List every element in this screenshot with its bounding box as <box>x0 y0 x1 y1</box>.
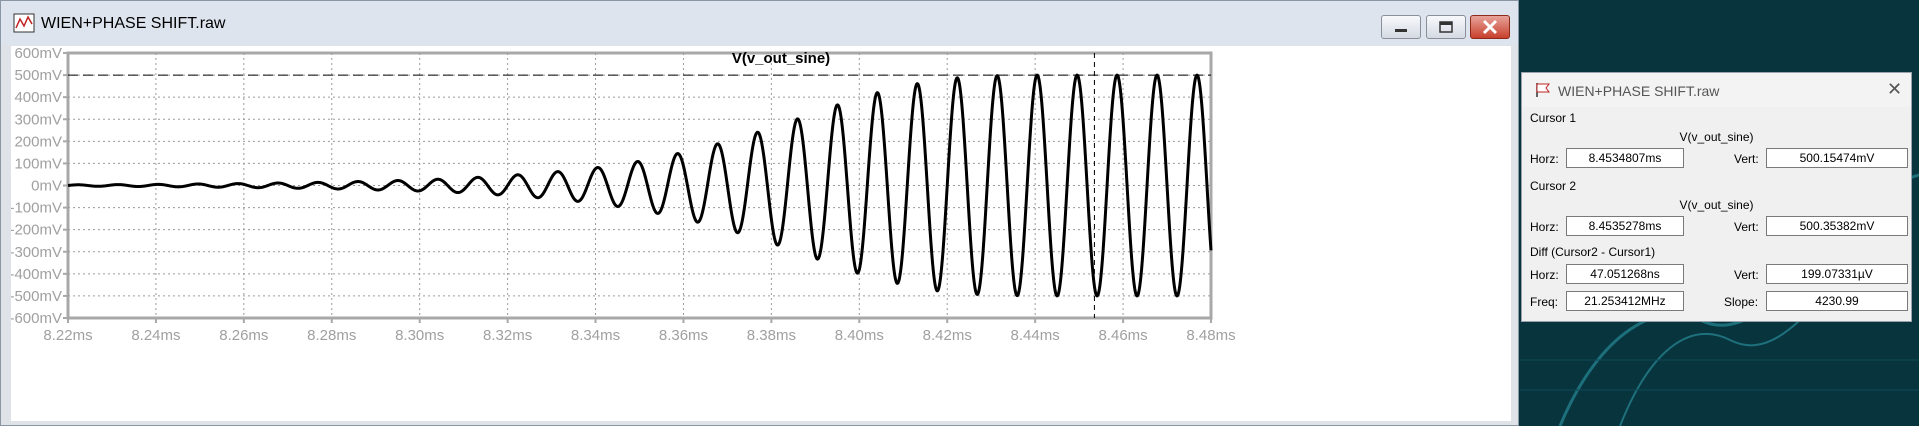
cursor2-horz-label: Horz: <box>1530 220 1559 234</box>
cursor2-heading: Cursor 2 <box>1530 179 1577 193</box>
cursor1-vert-label: Vert: <box>1734 152 1759 166</box>
x-tick-label: 8.28ms <box>307 327 356 344</box>
diff-freq-label: Freq: <box>1530 295 1559 309</box>
diff-horz-label: Horz: <box>1530 268 1559 282</box>
trace-label[interactable]: V(v_out_sine) <box>732 50 830 67</box>
plot-area[interactable]: 8.22ms 8.24ms 8.26ms 8.28ms 8.30ms 8.32ms 8.34… <box>11 46 1511 421</box>
waveform-icon <box>13 13 35 33</box>
y-tick-label: -400mV <box>11 266 62 283</box>
diff-freq-field[interactable]: 21.253412MHz <box>1566 291 1684 311</box>
close-icon <box>1482 19 1498 35</box>
close-icon[interactable]: ✕ <box>1887 79 1903 99</box>
cursor1-trace: V(v_out_sine) <box>1679 130 1754 144</box>
trace-line <box>66 73 1213 298</box>
cursor2-vert-label: Vert: <box>1734 220 1759 234</box>
y-tick-label: 0mV <box>31 178 62 195</box>
y-tick-label: 300mV <box>14 111 62 128</box>
diff-slope-field[interactable]: 4230.99 <box>1766 291 1908 311</box>
maximize-button[interactable] <box>1426 15 1466 39</box>
y-tick-label: 600mV <box>14 46 62 62</box>
cursor2-vert-field[interactable]: 500.35382mV <box>1766 216 1908 236</box>
x-tick-label: 8.38ms <box>747 327 796 344</box>
y-tick-label: 400mV <box>14 89 62 106</box>
waveform-chart[interactable]: 8.22ms 8.24ms 8.26ms 8.28ms 8.30ms 8.32ms 8.34… <box>11 46 1511 421</box>
diff-horz-field[interactable]: 47.051268ns <box>1566 264 1684 284</box>
x-tick-label: 8.34ms <box>571 327 620 344</box>
cursor-dialog: WIEN+PHASE SHIFT.raw ✕ Cursor 1 V(v_out_… <box>1521 72 1912 322</box>
y-tick-label: -600mV <box>11 310 62 327</box>
diff-slope-label: Slope: <box>1724 295 1759 309</box>
y-tick-label: -500mV <box>11 288 62 305</box>
x-tick-label: 8.36ms <box>659 327 708 344</box>
window-title: WIEN+PHASE SHIFT.raw <box>41 15 226 32</box>
flag-icon <box>1536 83 1550 97</box>
cursor1-vert-field[interactable]: 500.15474mV <box>1766 148 1908 168</box>
x-tick-label: 8.44ms <box>1011 327 1060 344</box>
cursor-dialog-title: WIEN+PHASE SHIFT.raw <box>1558 83 1720 99</box>
close-button[interactable] <box>1470 15 1510 39</box>
y-tick-label: 500mV <box>14 67 62 84</box>
x-tick-label: 8.46ms <box>1098 327 1147 344</box>
y-tick-label: 100mV <box>14 155 62 172</box>
x-tick-label: 8.24ms <box>131 327 180 344</box>
y-tick-label: -100mV <box>11 200 62 217</box>
diff-vert-label: Vert: <box>1734 268 1759 282</box>
cursor1-horz-label: Horz: <box>1530 152 1559 166</box>
plot-window: WIEN+PHASE SHIFT.raw 8.22ms 8.24ms 8.26ms 8… <box>0 0 1519 426</box>
x-tick-label: 8.30ms <box>395 327 444 344</box>
minimize-button[interactable] <box>1381 15 1421 39</box>
x-tick-label: 8.26ms <box>219 327 268 344</box>
y-tick-label: -300mV <box>11 244 62 261</box>
diff-vert-field[interactable]: 199.07331µV <box>1766 264 1908 284</box>
cursor1-horz-field[interactable]: 8.4534807ms <box>1566 148 1684 168</box>
diff-heading: Diff (Cursor2 - Cursor1) <box>1530 245 1656 259</box>
restore-icon <box>1439 21 1453 33</box>
x-tick-label: 8.48ms <box>1186 327 1235 344</box>
minimize-icon <box>1395 29 1407 32</box>
y-tick-label: -200mV <box>11 222 62 239</box>
x-tick-label: 8.32ms <box>483 327 532 344</box>
x-tick-label: 8.42ms <box>923 327 972 344</box>
x-tick-label: 8.40ms <box>835 327 884 344</box>
cursor2-horz-field[interactable]: 8.4535278ms <box>1566 216 1684 236</box>
cursor-dialog-title-bar[interactable]: WIEN+PHASE SHIFT.raw ✕ <box>1522 73 1911 107</box>
y-tick-label: 200mV <box>14 133 62 150</box>
cursor2-trace: V(v_out_sine) <box>1679 198 1754 212</box>
x-tick-label: 8.22ms <box>43 327 92 344</box>
cursor1-heading: Cursor 1 <box>1530 111 1577 125</box>
title-bar[interactable]: WIEN+PHASE SHIFT.raw <box>1 1 1518 45</box>
